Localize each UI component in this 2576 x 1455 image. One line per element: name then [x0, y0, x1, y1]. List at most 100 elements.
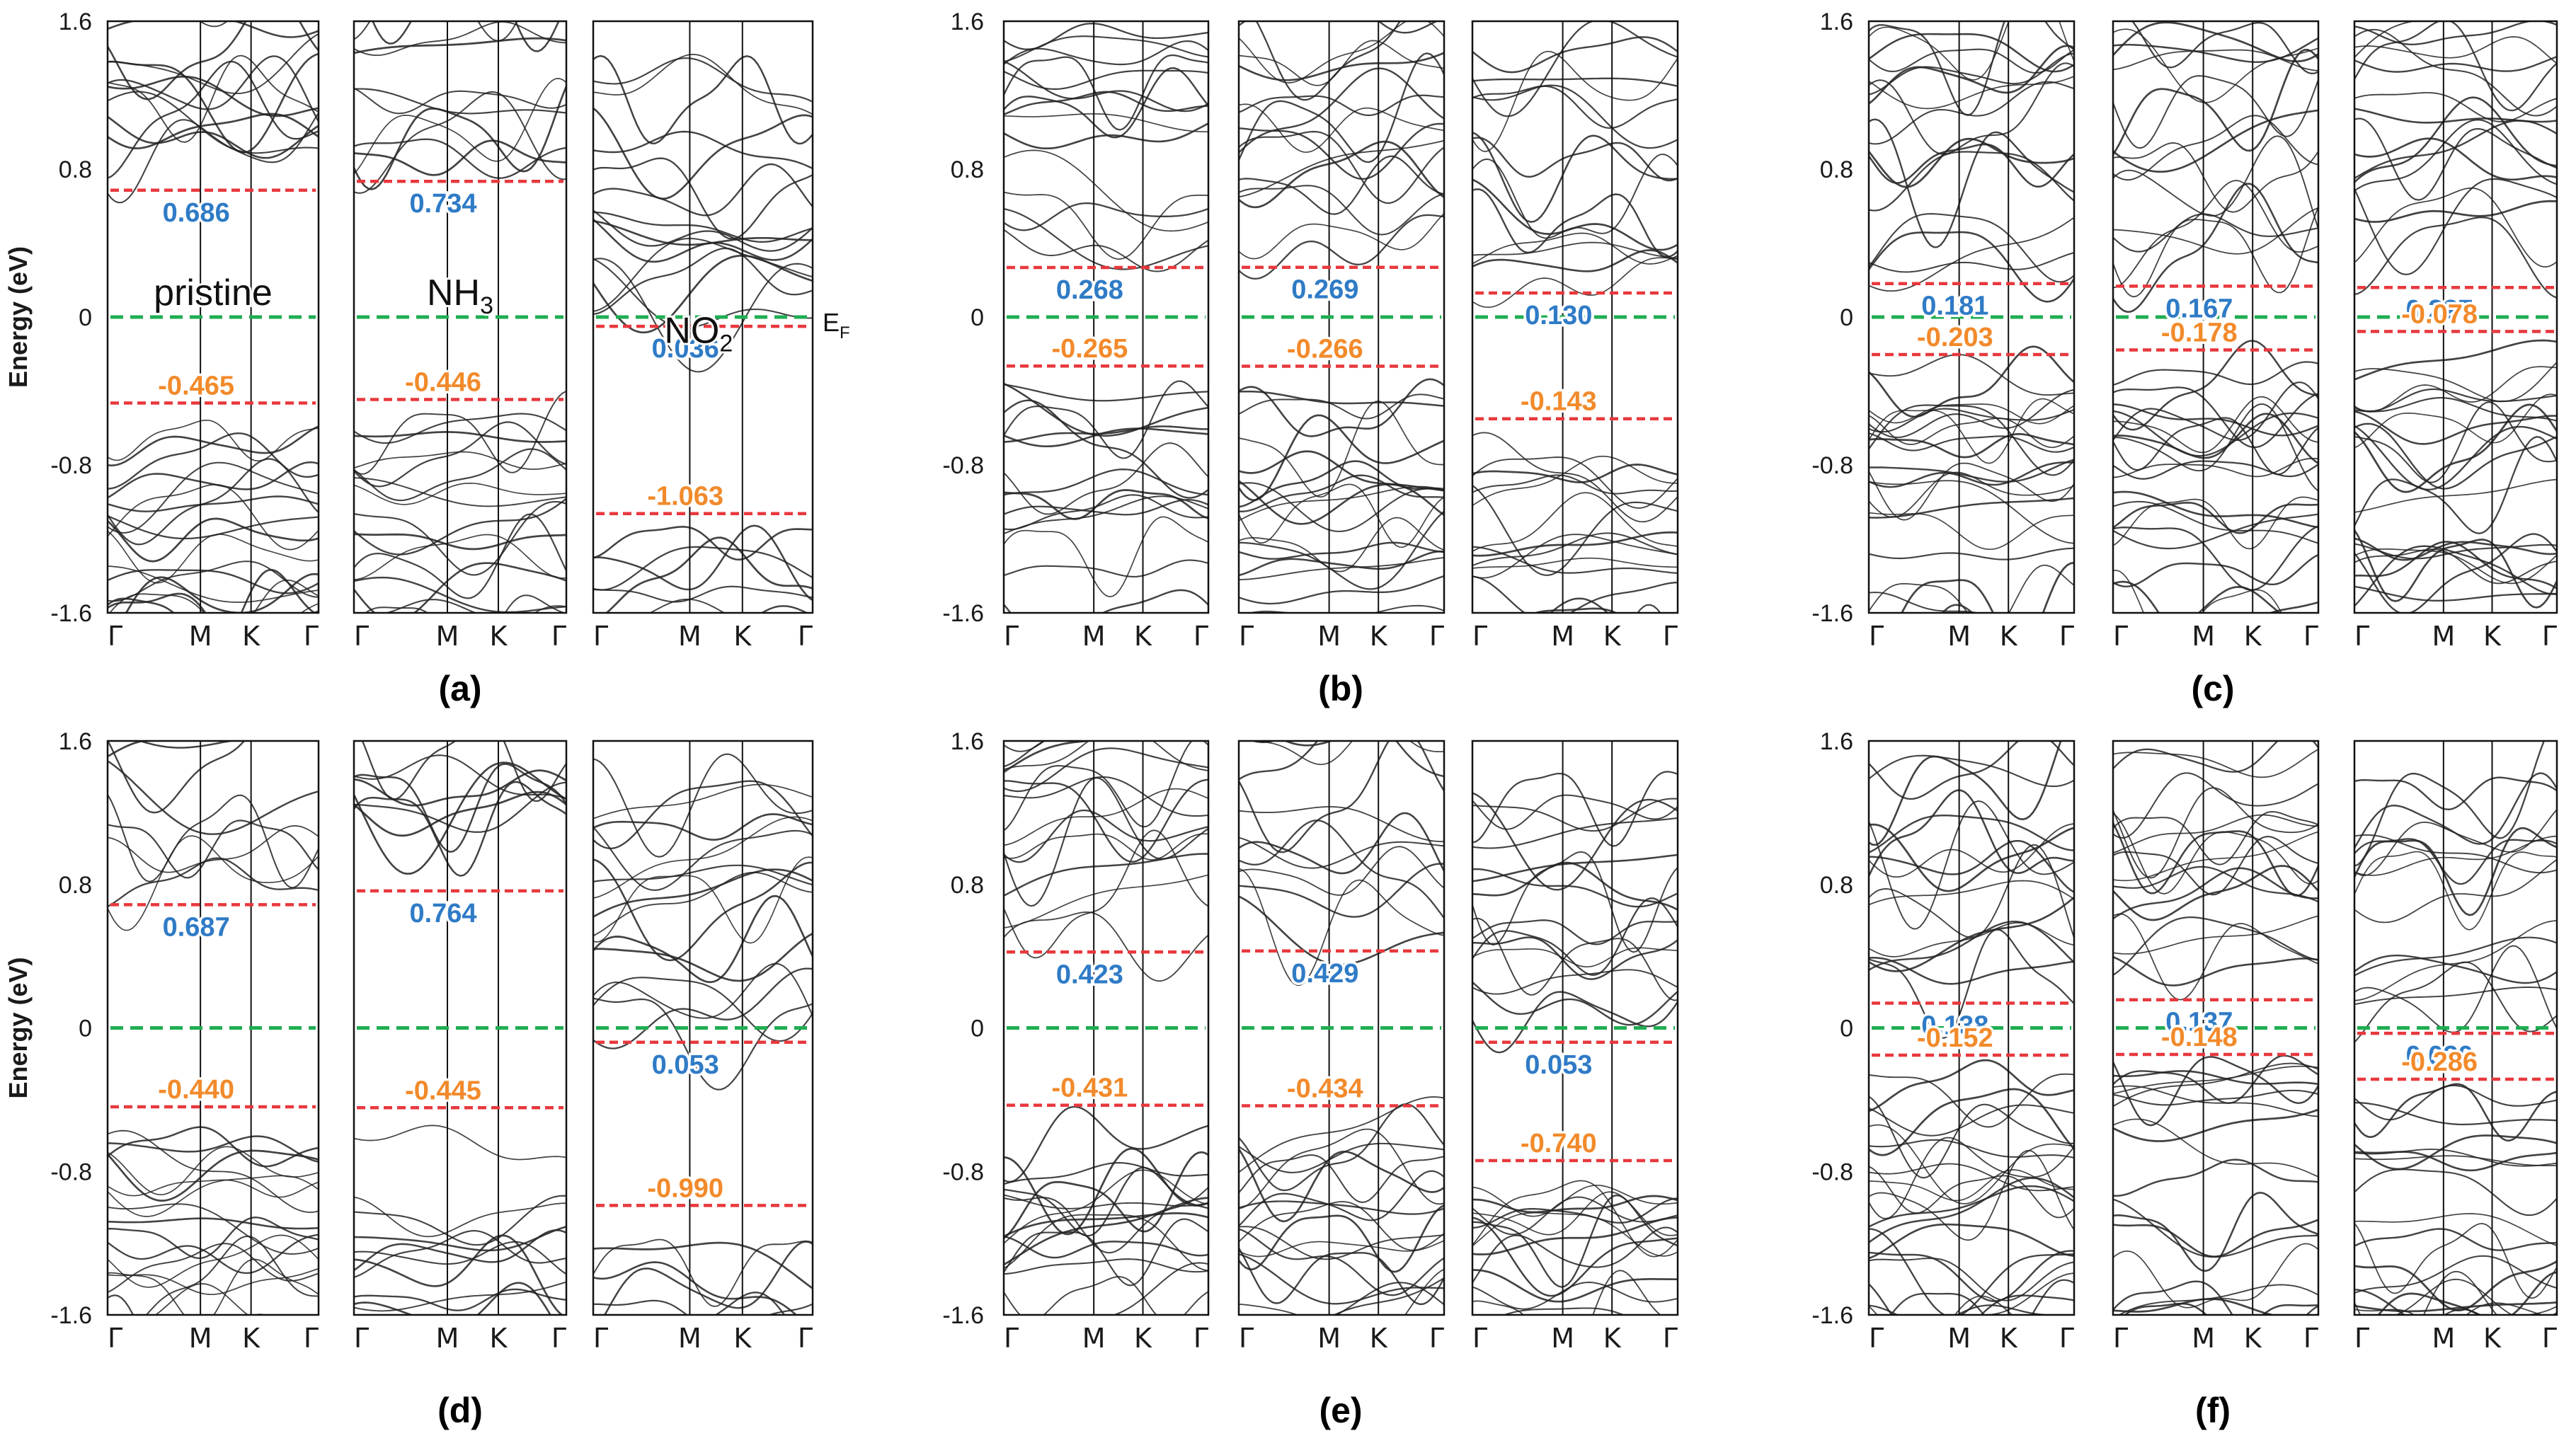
- valence-band: [354, 1346, 566, 1384]
- conduction-band: [593, 871, 813, 937]
- x-tick-label: M: [189, 1323, 212, 1354]
- valence-band: [1239, 1103, 1444, 1192]
- conduction-band: [1472, 36, 1678, 74]
- valence-band: [1239, 1128, 1444, 1209]
- valence-band: [2354, 362, 2557, 403]
- valence-band: [1004, 1218, 1208, 1287]
- valence-band: [1472, 1197, 1678, 1229]
- conduction-band: [108, 741, 147, 758]
- valence-band: [2113, 1118, 2318, 1178]
- y-tick-label: -1.6: [942, 1302, 984, 1329]
- conduction-band: [1004, 208, 1208, 270]
- valence-band: [108, 432, 319, 490]
- valence-band: [1004, 442, 1208, 515]
- valence-band: [593, 1393, 813, 1414]
- x-tick-label: Γ: [2113, 621, 2128, 652]
- conduction-band: [2113, 915, 2318, 955]
- y-tick-label: 1.6: [59, 8, 92, 35]
- conduction-band: [2113, 21, 2318, 63]
- valence-band: [533, 605, 566, 613]
- valence-band: [1004, 623, 1208, 652]
- conduction-band: [1869, 839, 2074, 893]
- subplot: 0.687 -0.440 Γ M K Γ: [106, 740, 320, 1430]
- conduction-band: [108, 0, 319, 16]
- conduction-band: [1472, 798, 1678, 832]
- valence-band: [2354, 529, 2557, 609]
- conduction-band: [2113, 865, 2318, 903]
- valence-band: [108, 568, 316, 613]
- x-tick-label: M: [189, 621, 212, 652]
- valence-band: [1004, 632, 1208, 654]
- conduction-band: [108, 819, 319, 879]
- valence-band: [593, 1241, 813, 1289]
- valence-band: [1472, 1381, 1678, 1454]
- valence-band: [2354, 533, 2557, 613]
- vbm-value-label: -0.266: [1287, 334, 1363, 364]
- valence-band: [108, 1234, 319, 1288]
- valence-band: [2113, 1158, 2318, 1197]
- conduction-band: [1869, 81, 2074, 145]
- valence-band: [1004, 399, 1208, 499]
- valence-band: [1472, 1282, 1678, 1310]
- x-tick-label: K: [733, 621, 752, 652]
- valence-band: [1472, 619, 1678, 635]
- conduction-band: [1472, 817, 1678, 849]
- subplot: 0.423 -0.431 Γ M K Γ: [1002, 740, 1210, 1354]
- y-tick-label: 0: [971, 1016, 984, 1042]
- valence-band: [354, 576, 566, 613]
- valence-band: [1004, 1212, 1208, 1238]
- conduction-band: [1869, 143, 2074, 188]
- vbm-value-label: -0.434: [1287, 1074, 1363, 1103]
- valence-band: [2113, 413, 2318, 464]
- conduction-band: [593, 753, 813, 858]
- valence-band: [1869, 1124, 2074, 1204]
- valence-band: [1239, 630, 1444, 664]
- valence-band: [1239, 378, 1444, 437]
- valence-band: [1869, 389, 2074, 439]
- x-tick-label: Γ: [1193, 1323, 1208, 1354]
- valence-band: [1004, 559, 1208, 577]
- conduction-band: [1472, 77, 1678, 87]
- valence-band: [2354, 393, 2557, 449]
- subplot-frame: [592, 20, 814, 614]
- valence-band: [1869, 1073, 2074, 1128]
- subplot: 0.053 -0.990 Γ M K Γ: [592, 740, 814, 1414]
- system-name-text: NO2: [664, 311, 733, 357]
- valence-band: [1239, 1268, 1444, 1315]
- cbm-value-label: 0.227: [2406, 295, 2473, 325]
- valence-band: [108, 1359, 319, 1430]
- valence-band: [1004, 380, 1208, 459]
- panel-label: (d): [437, 1391, 483, 1430]
- subplot-frame: [2112, 740, 2320, 1316]
- x-tick-label: M: [1082, 621, 1106, 652]
- conduction-band: [354, 37, 566, 54]
- conduction-band: [108, 113, 319, 204]
- valence-band: [108, 1149, 319, 1202]
- valence-band: [1239, 485, 1444, 522]
- valence-band: [1004, 1194, 1208, 1209]
- valence-band: [1869, 564, 2074, 613]
- conduction-band: [593, 163, 813, 217]
- x-tick-label: K: [2244, 621, 2262, 652]
- valence-band: [2354, 1329, 2557, 1363]
- x-tick-label: Γ: [304, 1323, 319, 1354]
- valence-band: [2354, 1155, 2557, 1166]
- x-tick-label: K: [1370, 1323, 1388, 1354]
- valence-band: [108, 1129, 319, 1213]
- subplot-frame: [1471, 20, 1679, 614]
- conduction-band: [2354, 36, 2557, 64]
- conduction-band: [1239, 67, 1444, 154]
- valence-band: [1472, 531, 1678, 557]
- conduction-band: [354, 87, 566, 115]
- band-lines: [354, 21, 566, 613]
- conduction-band: [593, 780, 813, 850]
- x-tick-label: Γ: [1663, 621, 1678, 652]
- conduction-band: [1004, 741, 1208, 771]
- conduction-band: [354, 631, 566, 668]
- valence-band: [1869, 1166, 2074, 1219]
- subplot-frame: [2353, 740, 2558, 1316]
- conduction-band: [108, 835, 319, 931]
- conduction-band: [1004, 809, 1208, 863]
- conduction-band: [2113, 109, 2318, 173]
- y-tick-label: -0.8: [50, 1158, 92, 1185]
